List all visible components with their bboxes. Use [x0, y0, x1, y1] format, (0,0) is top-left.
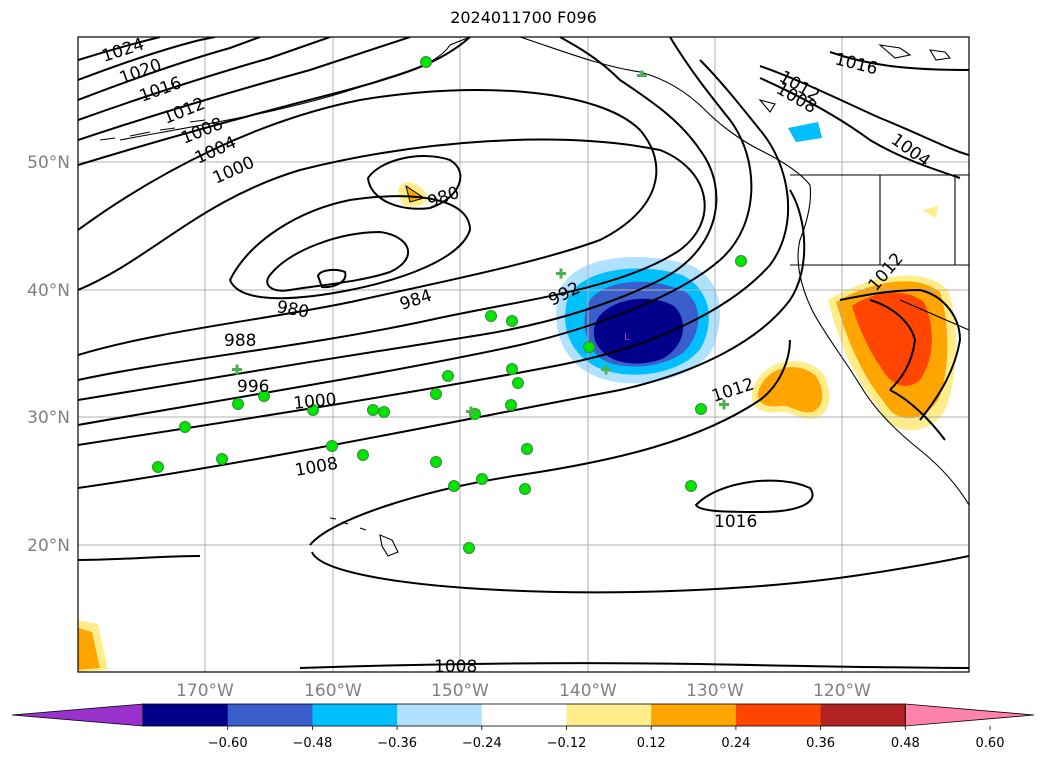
lon-label: 150°W	[431, 681, 489, 701]
colorbar-tick-label: −0.24	[462, 736, 502, 751]
map-title: 2024011700 F096	[450, 8, 597, 27]
lat-label: 20°N	[27, 536, 70, 556]
observation-markers	[152, 56, 747, 554]
lon-label: 170°W	[176, 681, 234, 701]
positive-anomaly-shading	[78, 182, 957, 672]
lat-label: 50°N	[27, 153, 70, 173]
lat-label: 30°N	[27, 408, 70, 428]
colorbar-tick-label: −0.36	[377, 736, 417, 751]
colorbar-tick-label: 0.36	[806, 736, 835, 751]
latitude-labels: 50°N 40°N 30°N 20°N	[27, 153, 70, 556]
colorbar-extend-low	[11, 703, 144, 727]
longitude-labels: 170°W 160°W 150°W 140°W 130°W 120°W	[176, 681, 871, 701]
isobars	[78, 37, 969, 669]
lat-label: 40°N	[27, 281, 70, 301]
contour-label: 1016	[714, 512, 757, 532]
coastlines	[99, 37, 969, 557]
lon-label: 160°W	[304, 681, 362, 701]
map-body: 1024 1020 1016 1012 1008 1004 1000 980 9…	[78, 37, 969, 677]
colorbar-segment	[143, 704, 229, 726]
contour-label: 1004	[887, 130, 934, 172]
colorbar-segment	[481, 704, 567, 726]
colorbar-segment	[397, 704, 483, 726]
colorbar-tick-label: −0.60	[208, 736, 248, 751]
colorbar-tick-label: 0.12	[637, 736, 666, 751]
contour-label: 980	[275, 297, 310, 322]
lon-label: 130°W	[686, 681, 744, 701]
graticule	[78, 37, 969, 672]
low-pressure-marker: L	[624, 332, 630, 343]
colorbar-tick-label: 0.24	[721, 736, 750, 751]
contour-label: 996	[237, 377, 269, 397]
colorbar-tick-label: 0.48	[891, 736, 920, 751]
colorbar-segment	[820, 704, 906, 726]
colorbar-segment	[566, 704, 652, 726]
colorbar-segment	[312, 704, 398, 726]
colorbar-segment	[227, 704, 313, 726]
colorbar-segment	[651, 704, 737, 726]
contour-label: 1000	[292, 390, 337, 414]
negative-anomaly-shading	[556, 122, 822, 384]
map-frame	[77, 36, 970, 673]
colorbar-tick-label: −0.12	[547, 736, 587, 751]
contour-label: 1012	[709, 374, 756, 406]
lon-label: 120°W	[813, 681, 871, 701]
colorbar-segment	[735, 704, 822, 726]
colorbar: −0.60 −0.48 −0.36 −0.24 −0.12 0.12 0.24 0.36 0.4…	[11, 703, 1035, 751]
contour-label: 1008	[434, 657, 477, 677]
contour-label: 988	[224, 331, 256, 351]
contour-label: 1016	[833, 49, 880, 79]
colorbar-outline	[142, 703, 906, 727]
colorbar-tick-label: −0.48	[292, 736, 332, 751]
colorbar-tick-label: 0.60	[976, 736, 1005, 751]
colorbar-extend-high	[904, 703, 1035, 727]
lon-label: 140°W	[559, 681, 617, 701]
